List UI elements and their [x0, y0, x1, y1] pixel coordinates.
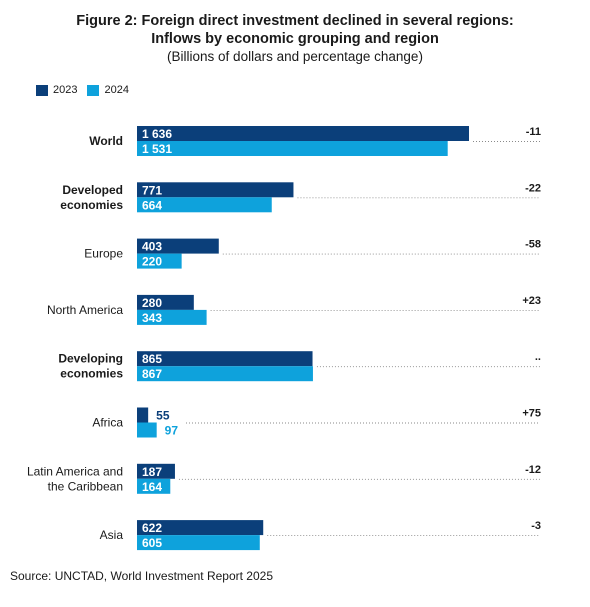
value-label-2023-north-america: 280	[142, 296, 162, 310]
value-label-2024-asia: 605	[142, 536, 162, 550]
pct-change-europe: -58	[525, 239, 541, 251]
pct-change-north-america: +23	[522, 295, 541, 307]
category-label-north-america: North America	[47, 303, 123, 317]
category-label-europe: Europe	[84, 247, 123, 261]
value-label-2024-north-america: 343	[142, 311, 162, 325]
legend-item-2023: 2023	[36, 84, 77, 96]
bar-2023-developed-economies	[137, 182, 294, 198]
pct-change-latin-america-and-the-caribbean: -12	[525, 464, 541, 476]
value-label-2024-africa: 97	[165, 424, 179, 438]
bar-2023-europe	[137, 238, 219, 254]
value-label-2023-europe: 403	[142, 240, 162, 254]
legend-swatch-2024	[87, 84, 100, 96]
category-label-world: World	[89, 134, 123, 148]
chart-subtitle: (Billions of dollars and percentage chan…	[167, 49, 423, 64]
bar-2023-north-america	[137, 294, 194, 310]
bar-2024-developing-economies	[137, 366, 313, 382]
chart-title: Figure 2: Foreign direct investment decl…	[0, 12, 590, 48]
bar-2023-developing-economies	[137, 351, 313, 367]
pct-change-world: -11	[526, 126, 541, 138]
value-label-2023-africa: 55	[156, 409, 170, 423]
bar-2023-latin-america-and-the-caribbean	[137, 463, 175, 479]
value-label-2023-developing-economies: 865	[142, 352, 162, 366]
bar-2023-world	[137, 126, 469, 141]
category-label-latin-america-and-the-caribbean-line-2: the Caribbean	[48, 479, 123, 493]
value-label-2024-world: 1 531	[142, 142, 172, 156]
category-label-developed-economies-line-2: economies	[60, 198, 123, 212]
legend-item-2024: 2024	[87, 84, 129, 96]
bar-2023-africa	[137, 407, 149, 423]
category-label-developed-economies-line-1: Developed	[62, 183, 123, 197]
pct-change-asia: -3	[531, 520, 541, 532]
bar-2023-asia	[137, 520, 264, 536]
legend-label-2024: 2024	[104, 84, 129, 96]
value-label-2024-developing-economies: 867	[142, 367, 162, 381]
pct-change-developing-economies: ..	[535, 351, 541, 363]
bar-2024-north-america	[137, 309, 207, 325]
bar-2024-europe	[137, 253, 182, 269]
pct-change-africa: +75	[522, 408, 541, 420]
value-label-2023-world: 1 636	[142, 127, 172, 141]
title-line-1: Figure 2: Foreign direct investment decl…	[76, 13, 514, 29]
value-label-2024-developed-economies: 664	[142, 198, 162, 212]
legend-label-2023: 2023	[53, 84, 78, 96]
category-label-latin-america-and-the-caribbean-line-1: Latin America and	[27, 464, 123, 478]
title-line-2: Inflows by economic grouping and region	[151, 31, 439, 47]
value-label-2024-europe: 220	[142, 255, 162, 269]
value-label-2023-latin-america-and-the-caribbean: 187	[142, 465, 162, 479]
bar-2024-latin-america-and-the-caribbean	[137, 478, 171, 494]
bar-2024-asia	[137, 535, 260, 551]
legend: 2023 2024	[36, 84, 139, 96]
legend-swatch-2023	[36, 84, 48, 96]
value-label-2024-latin-america-and-the-caribbean: 164	[142, 480, 162, 494]
category-label-africa: Africa	[92, 416, 123, 430]
value-label-2023-developed-economies: 771	[142, 183, 162, 197]
bar-2024-africa	[137, 422, 157, 438]
category-label-developing-economies-line-2: economies	[60, 367, 123, 381]
source-note: Source: UNCTAD, World Investment Report …	[10, 569, 273, 583]
category-label-developing-economies-line-1: Developing	[58, 352, 123, 366]
bar-2024-developed-economies	[137, 197, 272, 213]
bar-2024-world	[137, 141, 448, 156]
value-label-2023-asia: 622	[142, 521, 162, 535]
category-label-asia: Asia	[100, 528, 124, 542]
pct-change-developed-economies: -22	[525, 182, 541, 194]
